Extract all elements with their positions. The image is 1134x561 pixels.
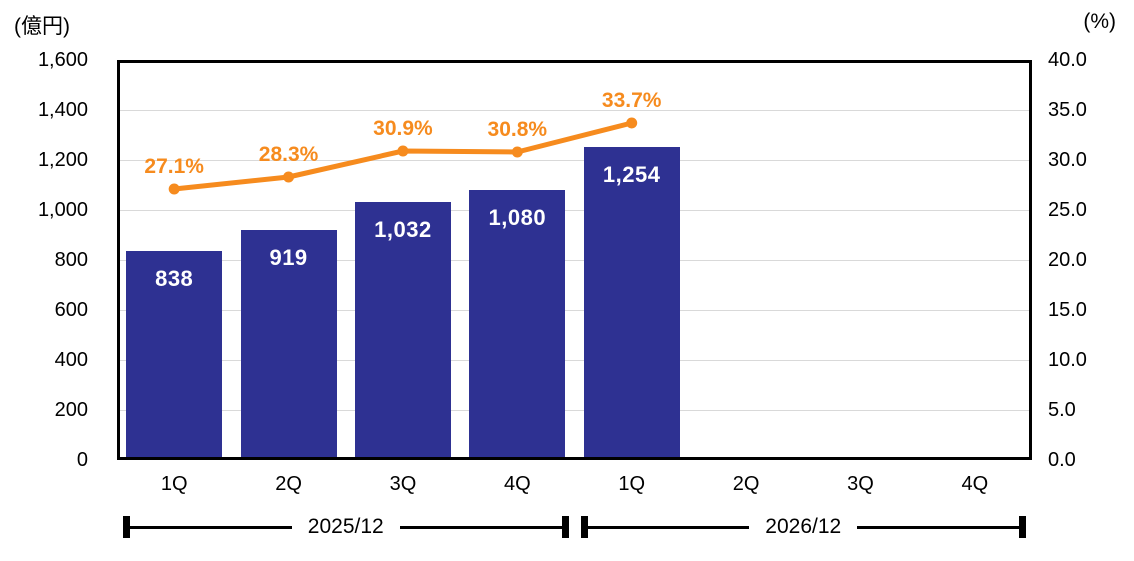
line-point-label: 30.8% [487, 118, 548, 141]
left-axis-tick: 1,600 [37, 49, 88, 71]
year-bracket-label: 2025/12 [307, 515, 384, 538]
bracket-line [587, 525, 750, 529]
left-axis-tick: 1,200 [37, 149, 88, 171]
x-axis-label: 4Q [503, 473, 531, 495]
bracket-cap [580, 516, 588, 538]
line-point-label: 28.3% [258, 143, 319, 166]
gridline [117, 409, 1032, 411]
x-axis-label: 2Q [732, 473, 760, 495]
bracket-line [399, 525, 562, 529]
right-axis-tick: 20.0 [1048, 249, 1087, 271]
left-axis-tick: 600 [54, 299, 88, 321]
gridline [117, 309, 1032, 311]
bar: 1,032 [354, 202, 451, 460]
x-axis-label: 2Q [275, 473, 302, 495]
line-marker [511, 146, 523, 158]
left-axis-tick: 1,000 [37, 199, 88, 221]
left-axis-tick: 400 [54, 349, 88, 371]
bracket-cap [561, 516, 569, 538]
line-marker [283, 171, 295, 183]
line-point-label: 27.1% [144, 155, 204, 178]
right-axis-tick: 40.0 [1048, 49, 1087, 71]
x-axis-label: 3Q [847, 473, 874, 495]
right-axis-tick: 25.0 [1048, 199, 1087, 221]
bar: 1,254 [583, 146, 680, 460]
right-axis-tick: 35.0 [1048, 99, 1087, 121]
year-bracket: 2026/12 [580, 515, 1027, 538]
bracket-cap [1019, 516, 1027, 538]
right-axis-title: (%) [1083, 10, 1116, 33]
gridline [117, 159, 1032, 161]
line-point-label: 33.7% [601, 89, 662, 112]
bar: 1,080 [469, 190, 566, 460]
line-series [168, 117, 638, 195]
x-axis-label: 4Q [961, 473, 989, 495]
x-axis-label: 1Q [160, 473, 188, 495]
left-axis-tick: 1,400 [37, 99, 88, 121]
bar: 838 [126, 250, 223, 460]
line-marker [397, 145, 409, 157]
bar-value-label: 1,032 [374, 217, 432, 242]
right-axis-tick: 15.0 [1048, 299, 1087, 321]
bracket-cap [123, 516, 130, 538]
bar-value-label: 1,080 [488, 205, 547, 230]
right-axis-tick: 10.0 [1048, 349, 1087, 371]
gridline [117, 209, 1032, 211]
right-axis-tick: 0.0 [1048, 449, 1076, 471]
plot-area: 838 919 1,032 1,080 1,254 27.1% 28.3% 30.9% 30.… [117, 60, 1032, 460]
year-bracket-label: 2026/12 [765, 515, 842, 538]
left-axis-tick: 0 [76, 449, 88, 471]
right-axis-tick: 30.0 [1048, 149, 1087, 171]
gridline [117, 359, 1032, 361]
left-axis-tick: 800 [54, 249, 88, 271]
bar-value-label: 919 [269, 245, 308, 271]
line-marker [626, 117, 638, 129]
line-point-label: 30.9% [373, 117, 433, 140]
right-axis-tick: 5.0 [1048, 399, 1076, 421]
bar-value-label: 838 [155, 265, 194, 291]
x-axis-label: 3Q [389, 473, 417, 495]
bar-value-label: 1,254 [602, 161, 661, 187]
year-bracket: 2025/12 [123, 515, 569, 538]
bracket-line [130, 525, 292, 529]
bar: 919 [240, 230, 337, 460]
line-marker [168, 183, 180, 195]
bracket-line [857, 525, 1020, 529]
left-axis-title: (億円) [14, 15, 70, 38]
left-axis-tick: 200 [54, 399, 88, 421]
gridline [117, 259, 1032, 261]
gridline [117, 109, 1032, 111]
x-axis-label: 1Q [618, 473, 646, 495]
